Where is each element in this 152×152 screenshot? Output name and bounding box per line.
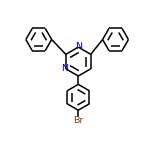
- Text: Br: Br: [73, 116, 83, 125]
- Text: N: N: [61, 64, 68, 73]
- Text: N: N: [75, 42, 82, 51]
